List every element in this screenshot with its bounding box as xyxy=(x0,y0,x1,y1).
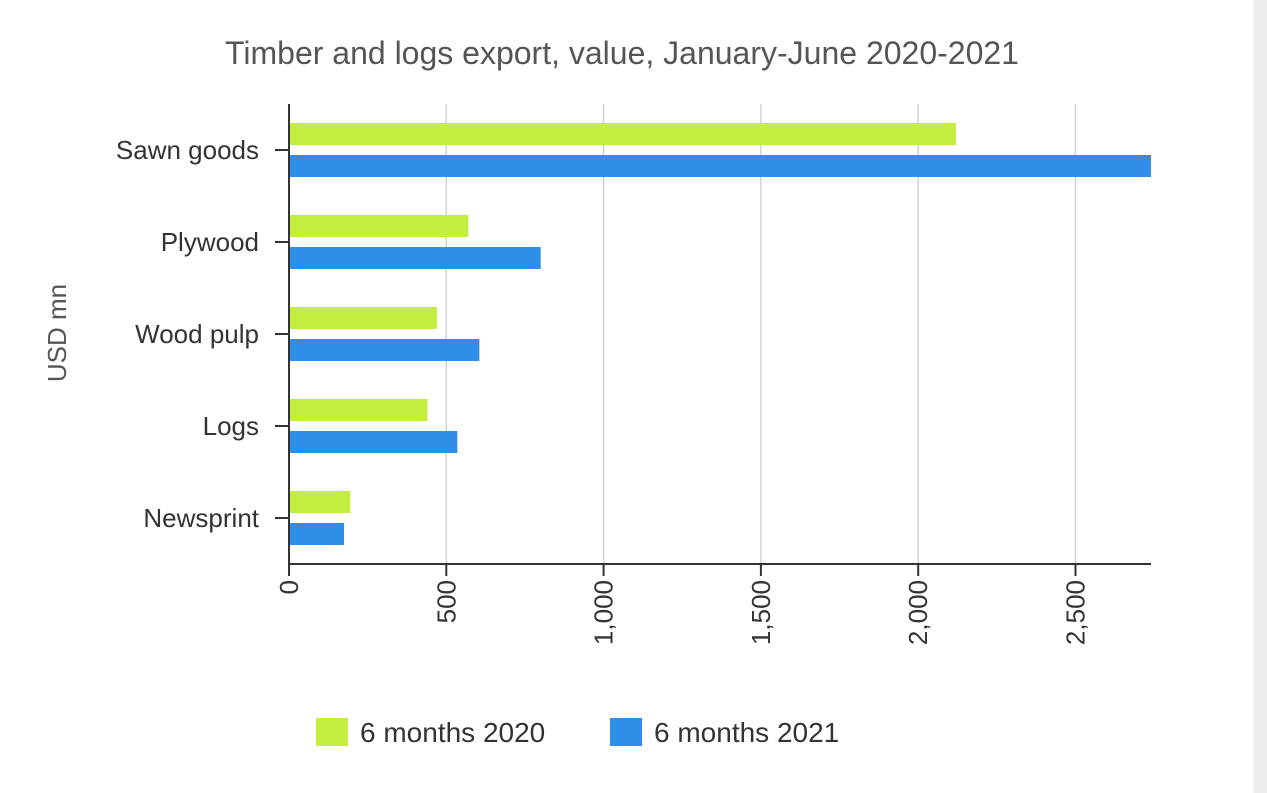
legend-swatch-1 xyxy=(610,718,642,746)
x-tick-labels: 0 500 1,000 1,500 2,000 2,500 xyxy=(274,580,1090,645)
bar-sawn-goods-series-0 xyxy=(289,123,956,145)
category-label: Wood pulp xyxy=(135,319,259,349)
legend: 6 months 2020 6 months 2021 xyxy=(316,717,839,748)
bar-wood-pulp-series-1 xyxy=(289,339,480,361)
x-tick-label: 2,500 xyxy=(1060,580,1090,645)
bar-logs-series-0 xyxy=(289,399,428,421)
x-tick-label: 1,500 xyxy=(746,580,776,645)
bar-logs-series-1 xyxy=(289,431,458,453)
scrollbar-track xyxy=(1253,0,1267,793)
bar-sawn-goods-series-1 xyxy=(289,155,1151,177)
category-label: Logs xyxy=(203,411,259,441)
gridlines xyxy=(445,104,1077,564)
chart-title: Timber and logs export, value, January-J… xyxy=(225,35,1019,71)
category-label: Sawn goods xyxy=(116,135,259,165)
bar-plywood-series-1 xyxy=(289,247,541,269)
x-tick-label: 500 xyxy=(431,580,461,623)
bar-newsprint-series-0 xyxy=(289,491,351,513)
bars xyxy=(289,123,1151,545)
x-tick-label: 1,000 xyxy=(589,580,619,645)
bar-newsprint-series-1 xyxy=(289,523,345,545)
bar-wood-pulp-series-0 xyxy=(289,307,437,329)
legend-swatch-0 xyxy=(316,718,348,746)
category-label: Plywood xyxy=(161,227,259,257)
legend-label-0: 6 months 2020 xyxy=(360,717,545,748)
y-axis-title: USD mn xyxy=(42,284,72,382)
x-tick-label: 2,000 xyxy=(903,580,933,645)
axes xyxy=(275,104,1151,576)
x-tick-label: 0 xyxy=(274,580,304,594)
category-label: Newsprint xyxy=(143,503,259,533)
legend-label-1: 6 months 2021 xyxy=(654,717,839,748)
bar-plywood-series-0 xyxy=(289,215,469,237)
category-labels: Sawn goods Plywood Wood pulp Logs Newsprint xyxy=(116,135,260,533)
